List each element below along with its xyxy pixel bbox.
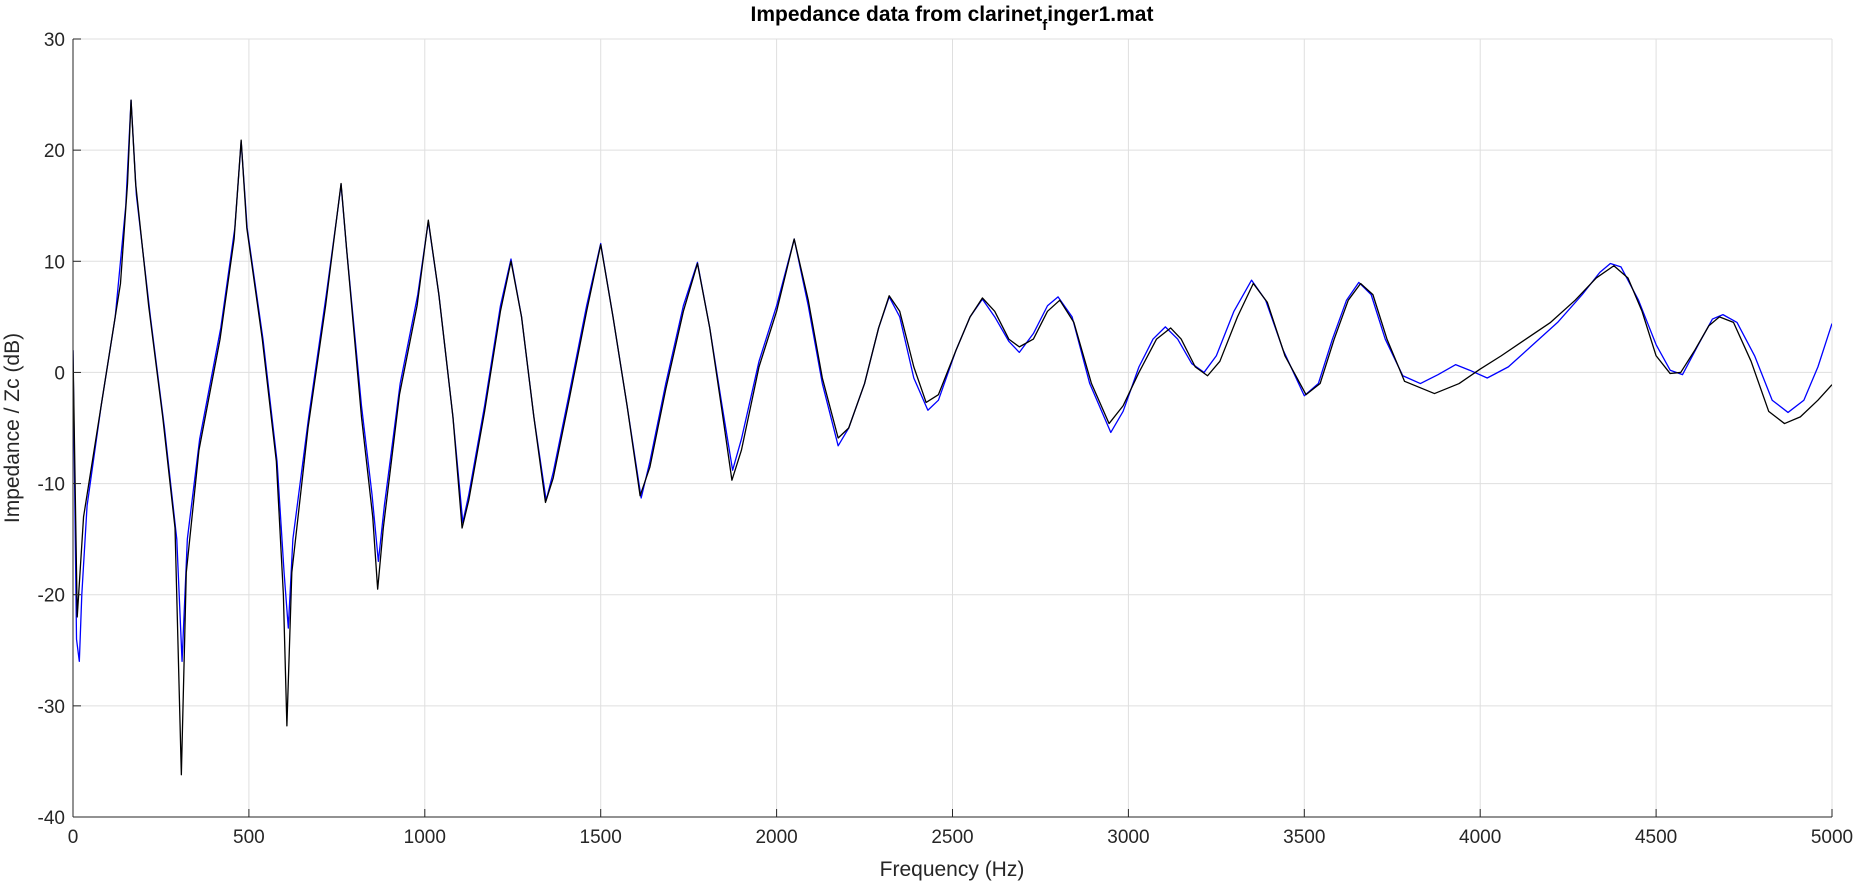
x-tick-label: 1000 bbox=[404, 827, 446, 848]
x-tick-label: 0 bbox=[68, 827, 79, 848]
x-tick-labels: 0 500 1000 1500 2000 2500 3000 3500 4000 4500 5000 bbox=[68, 827, 1853, 848]
chart-title: Impedance data from clarinetfinger1.mat bbox=[751, 3, 1154, 34]
y-tick-labels: -40 -30 -20 -10 0 10 20 30 bbox=[38, 30, 65, 829]
series-group bbox=[73, 99, 1832, 776]
y-tick-label: -10 bbox=[38, 475, 65, 496]
series-line-2 bbox=[73, 99, 1832, 776]
y-tick-label: 20 bbox=[44, 141, 65, 162]
x-tick-label: 500 bbox=[233, 827, 265, 848]
axes bbox=[72, 38, 1833, 818]
title-subscript: f bbox=[1042, 17, 1048, 34]
x-tick-label: 4500 bbox=[1635, 827, 1677, 848]
x-tick-label: 4000 bbox=[1459, 827, 1501, 848]
x-axis-label: Frequency (Hz) bbox=[880, 858, 1025, 881]
x-tick-label: 2500 bbox=[931, 827, 973, 848]
y-tick-label: 0 bbox=[54, 363, 65, 384]
y-tick-label: -40 bbox=[38, 808, 65, 829]
y-axis-label: Impedance / Zc (dB) bbox=[1, 333, 24, 523]
y-tick-label: -30 bbox=[38, 697, 65, 718]
x-tick-label: 2000 bbox=[755, 827, 797, 848]
x-tick-label: 3500 bbox=[1283, 827, 1325, 848]
y-tick-label: -20 bbox=[38, 586, 65, 607]
y-tick-label: 30 bbox=[44, 30, 65, 51]
x-tick-label: 3000 bbox=[1107, 827, 1149, 848]
series-line-1 bbox=[73, 99, 1832, 663]
x-tick-label: 1500 bbox=[580, 827, 622, 848]
y-tick-label: 10 bbox=[44, 252, 65, 273]
x-tick-label: 5000 bbox=[1811, 827, 1853, 848]
